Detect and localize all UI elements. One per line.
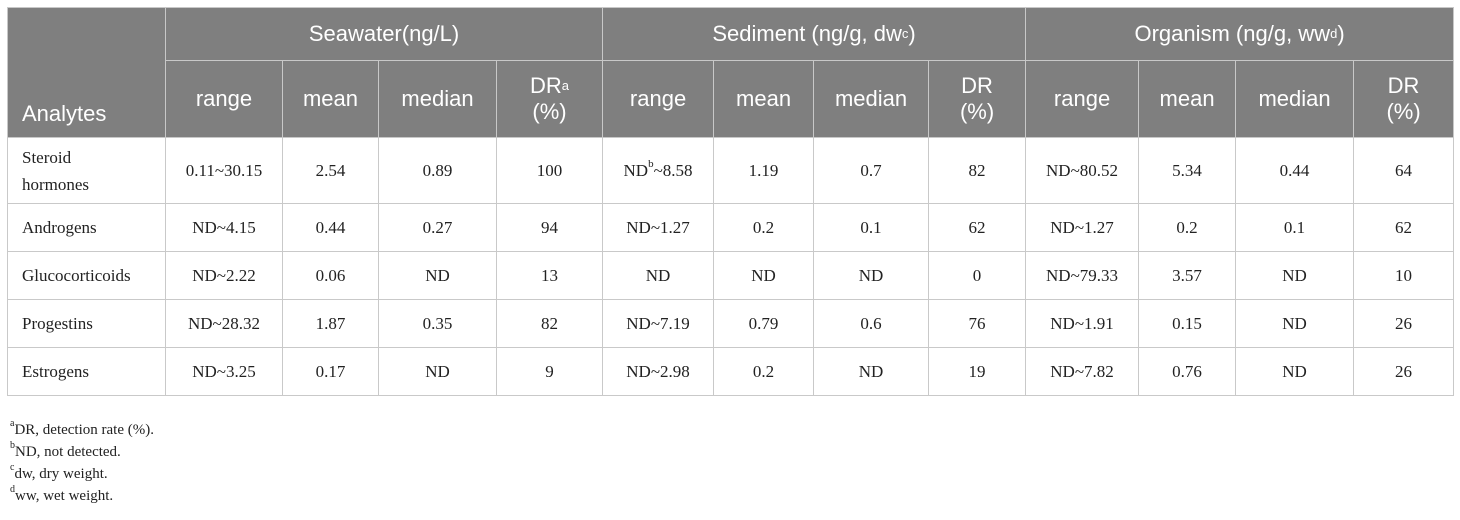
analyte-name: Progestins [7, 299, 166, 348]
steroid-hormone-table: Analytes Seawater(ng/L) Sediment (ng/g, … [7, 7, 1455, 396]
seawater-dr-header: DRa (%) [495, 60, 604, 138]
footnotes: aDR, detection rate (%). bND, not detect… [10, 419, 154, 507]
seawater-mean-cell: 0.17 [282, 347, 379, 396]
sediment-range-cell: ND [602, 251, 715, 300]
seawater-dr-cell: 13 [495, 251, 604, 300]
table-row: Glucocorticoids ND~2.22 0.06 ND 13 ND ND… [7, 251, 1455, 300]
seawater-mean-cell: 2.54 [282, 137, 379, 204]
sediment-range-header: range [602, 60, 715, 138]
organism-mean-cell: 0.2 [1138, 203, 1237, 252]
organism-median-cell: ND [1235, 347, 1355, 396]
organism-median-cell: 0.44 [1235, 137, 1355, 204]
seawater-range-cell: 0.11~30.15 [165, 137, 283, 204]
organism-dr-cell: 62 [1353, 203, 1455, 252]
sediment-range-cell: NDb~8.58 [602, 137, 715, 204]
sediment-mean-cell: ND [713, 251, 815, 300]
sediment-group-header: Sediment (ng/g, dwc) [602, 7, 1027, 61]
organism-mean-header: mean [1138, 60, 1237, 138]
organism-median-cell: ND [1235, 299, 1355, 348]
sediment-dr-cell: 62 [928, 203, 1027, 252]
table-row: Progestins ND~28.32 1.87 0.35 82 ND~7.19… [7, 299, 1455, 348]
sediment-dr-cell: 0 [928, 251, 1027, 300]
seawater-dr-cell: 94 [495, 203, 604, 252]
table-row: Steroid hormones 0.11~30.15 2.54 0.89 100… [7, 137, 1455, 204]
footnote-dr: aDR, detection rate (%). [10, 418, 154, 439]
organism-median-header: median [1235, 60, 1355, 138]
sediment-dr-header: DR (%) [928, 60, 1027, 138]
seawater-dr-cell: 82 [495, 299, 604, 348]
seawater-median-cell: 0.89 [378, 137, 497, 204]
organism-median-cell: ND [1235, 251, 1355, 300]
organism-dr-header: DR (%) [1353, 60, 1455, 138]
organism-range-cell: ND~79.33 [1025, 251, 1140, 300]
seawater-group-header: Seawater(ng/L) [164, 7, 604, 61]
organism-range-cell: ND~1.91 [1025, 299, 1140, 348]
data-table-container: Analytes Seawater(ng/L) Sediment (ng/g, … [7, 7, 1455, 396]
organism-group-header: Organism (ng/g, wwd) [1025, 7, 1455, 61]
seawater-mean-header: mean [282, 60, 379, 138]
table-row: Androgens ND~4.15 0.44 0.27 94 ND~1.27 0… [7, 203, 1455, 252]
seawater-range-cell: ND~2.22 [165, 251, 283, 300]
seawater-mean-cell: 0.44 [282, 203, 379, 252]
organism-range-cell: ND~7.82 [1025, 347, 1140, 396]
analytes-header: Analytes [7, 7, 166, 138]
seawater-dr-cell: 9 [495, 347, 604, 396]
footnote-dw: cdw, dry weight. [10, 462, 108, 483]
sediment-range-cell: ND~7.19 [602, 299, 715, 348]
organism-mean-cell: 0.76 [1138, 347, 1237, 396]
sediment-dr-cell: 19 [928, 347, 1027, 396]
organism-range-header: range [1025, 60, 1140, 138]
organism-mean-cell: 5.34 [1138, 137, 1237, 204]
organism-dr-cell: 10 [1353, 251, 1455, 300]
organism-mean-cell: 0.15 [1138, 299, 1237, 348]
analyte-name: Estrogens [7, 347, 166, 396]
sediment-median-cell: 0.1 [813, 203, 930, 252]
analyte-name: Glucocorticoids [7, 251, 166, 300]
organism-dr-cell: 26 [1353, 347, 1455, 396]
seawater-mean-cell: 0.06 [282, 251, 379, 300]
seawater-range-cell: ND~28.32 [165, 299, 283, 348]
sediment-median-cell: ND [813, 251, 930, 300]
seawater-dr-cell: 100 [495, 137, 604, 204]
seawater-median-header: median [378, 60, 497, 138]
sediment-median-cell: 0.7 [813, 137, 930, 204]
sediment-mean-cell: 1.19 [713, 137, 815, 204]
seawater-median-cell: ND [378, 251, 497, 300]
organism-range-cell: ND~1.27 [1025, 203, 1140, 252]
sediment-median-cell: ND [813, 347, 930, 396]
analyte-name: Steroid hormones [7, 137, 166, 204]
sediment-mean-cell: 0.79 [713, 299, 815, 348]
sediment-median-cell: 0.6 [813, 299, 930, 348]
seawater-median-cell: 0.35 [378, 299, 497, 348]
seawater-range-header: range [165, 60, 283, 138]
organism-range-cell: ND~80.52 [1025, 137, 1140, 204]
sediment-range-cell: ND~1.27 [602, 203, 715, 252]
seawater-mean-cell: 1.87 [282, 299, 379, 348]
seawater-range-cell: ND~3.25 [165, 347, 283, 396]
organism-dr-cell: 64 [1353, 137, 1455, 204]
table-row: Estrogens ND~3.25 0.17 ND 9 ND~2.98 0.2 … [7, 347, 1455, 396]
footnote-nd: bND, not detected. [10, 440, 121, 461]
organism-dr-cell: 26 [1353, 299, 1455, 348]
seawater-median-cell: ND [378, 347, 497, 396]
sediment-median-header: median [813, 60, 930, 138]
sediment-mean-cell: 0.2 [713, 203, 815, 252]
sediment-range-cell: ND~2.98 [602, 347, 715, 396]
footnote-ww: dww, wet weight. [10, 484, 114, 505]
organism-median-cell: 0.1 [1235, 203, 1355, 252]
organism-mean-cell: 3.57 [1138, 251, 1237, 300]
seawater-range-cell: ND~4.15 [165, 203, 283, 252]
sediment-mean-header: mean [713, 60, 815, 138]
sediment-dr-cell: 82 [928, 137, 1027, 204]
seawater-median-cell: 0.27 [378, 203, 497, 252]
sediment-mean-cell: 0.2 [713, 347, 815, 396]
analyte-name: Androgens [7, 203, 166, 252]
sediment-dr-cell: 76 [928, 299, 1027, 348]
